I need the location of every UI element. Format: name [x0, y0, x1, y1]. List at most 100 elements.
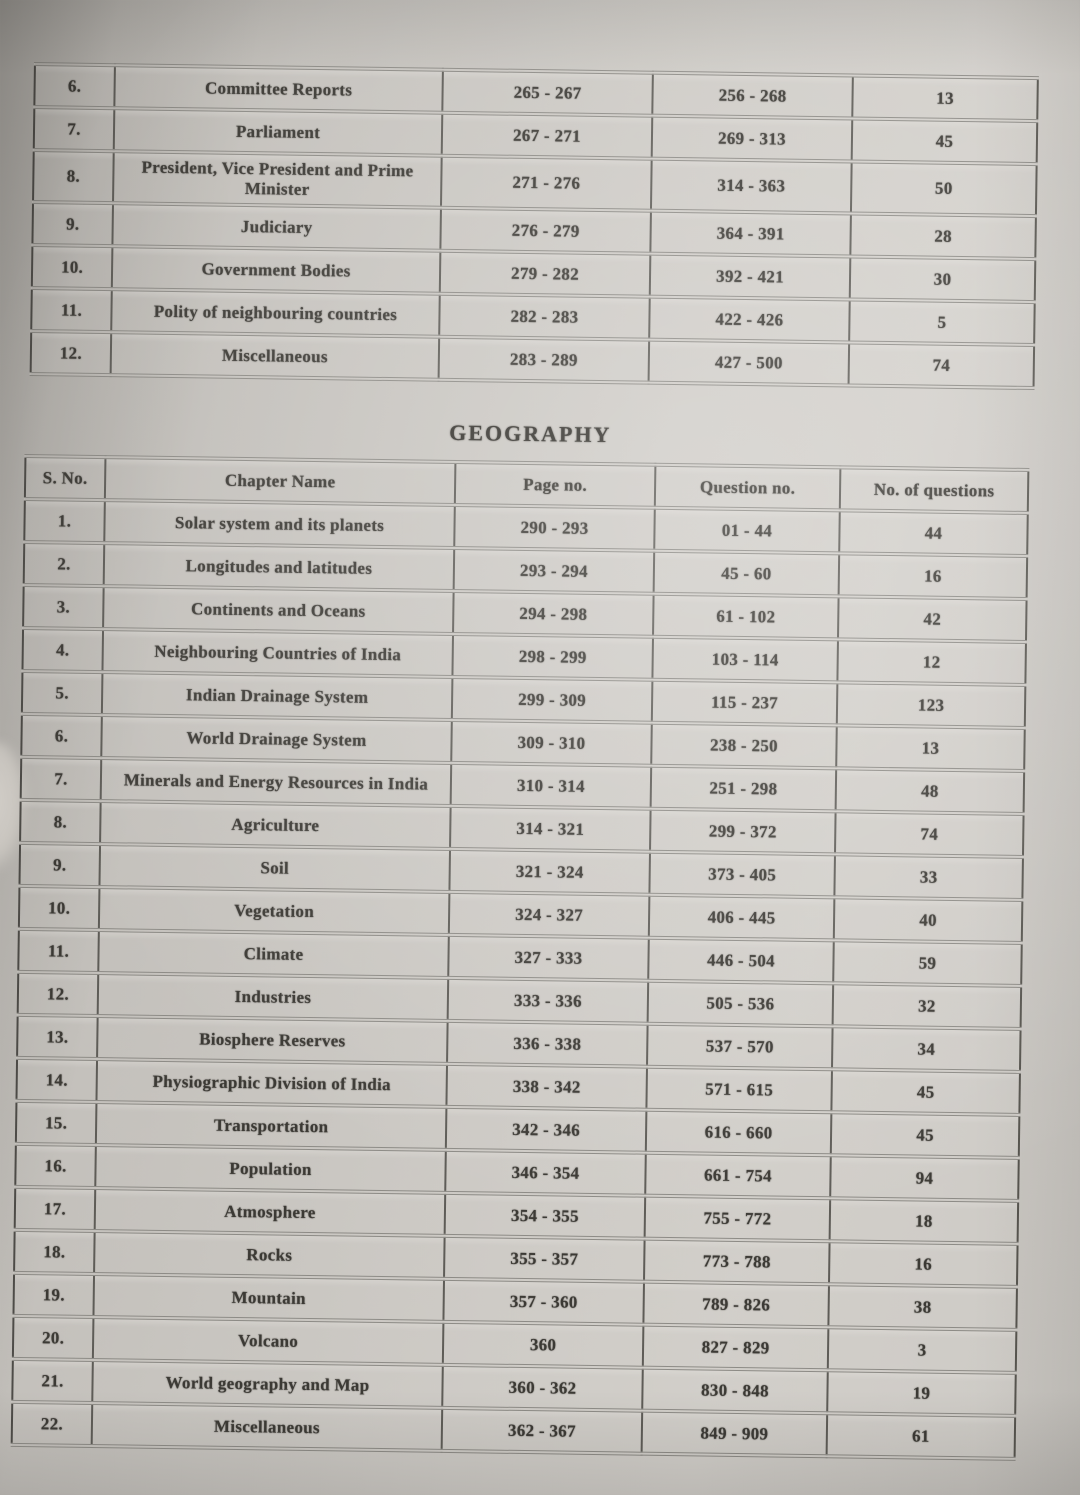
cell-chapter-name: Committee Reports: [114, 65, 443, 113]
cell-question-count: 61: [826, 1413, 1016, 1459]
cell-serial-number: 20.: [12, 1315, 94, 1361]
cell-serial-number: 9.: [19, 842, 101, 888]
cell-question-range: 251 - 298: [650, 765, 837, 812]
polity-contents-table: 6. Committee Reports 265 - 267 256 - 268…: [29, 62, 1039, 391]
cell-question-count: 74: [848, 342, 1035, 389]
cell-serial-number: 10.: [31, 245, 113, 290]
cell-question-count: 45: [831, 1069, 1020, 1115]
cell-serial-number: 19.: [13, 1272, 95, 1318]
cell-question-count: 45: [830, 1112, 1020, 1158]
cell-serial-number: 3.: [23, 584, 104, 630]
cell-serial-number: 16.: [15, 1143, 96, 1189]
cell-serial-number: 22.: [11, 1401, 93, 1446]
cell-question-range: 373 - 405: [649, 851, 835, 898]
cell-question-range: 269 - 313: [651, 115, 853, 162]
cell-page-range: 321 - 324: [449, 848, 651, 895]
cell-question-count: 28: [850, 213, 1036, 260]
cell-page-range: 283 - 289: [438, 336, 650, 383]
cell-chapter-name: Rocks: [94, 1231, 445, 1279]
cell-question-count: 42: [837, 596, 1027, 642]
cell-serial-number: 21.: [12, 1358, 93, 1404]
cell-chapter-name: Agriculture: [100, 801, 451, 849]
cell-chapter-name: Government Bodies: [111, 246, 441, 294]
cell-page-range: 354 - 355: [444, 1192, 646, 1239]
cell-chapter-name: Minerals and Energy Resources in India: [100, 758, 452, 806]
cell-page-range: 327 - 333: [448, 934, 649, 981]
cell-question-count: 33: [834, 854, 1023, 900]
column-header-question-no: Question no.: [654, 464, 841, 511]
cell-page-range: 342 - 346: [445, 1106, 647, 1153]
cell-chapter-name: President, Vice President and Prime Mini…: [113, 151, 442, 208]
cell-page-range: 324 - 327: [448, 891, 650, 938]
polity-table-body: 6. Committee Reports 265 - 267 256 - 268…: [30, 64, 1038, 389]
cell-serial-number: 6.: [34, 64, 115, 109]
cell-serial-number: 6.: [21, 713, 102, 759]
cell-question-count: 94: [830, 1155, 1019, 1201]
column-header-question-count: No. of questions: [839, 467, 1029, 513]
geography-table-body: 1. Solar system and its planets 290 - 29…: [11, 498, 1028, 1459]
cell-question-range: 01 - 44: [654, 507, 840, 554]
cell-page-range: 309 - 310: [451, 719, 652, 766]
cell-page-range: 357 - 360: [443, 1278, 645, 1325]
cell-question-range: 849 - 909: [641, 1410, 828, 1457]
cell-question-range: 422 - 426: [649, 296, 850, 343]
cell-question-range: 773 - 788: [644, 1238, 830, 1285]
cell-page-range: 338 - 342: [446, 1063, 648, 1110]
cell-page-range: 282 - 283: [439, 293, 650, 340]
cell-question-range: 238 - 250: [651, 722, 837, 769]
cell-chapter-name: Solar system and its planets: [104, 500, 455, 548]
cell-page-range: 299 - 309: [451, 676, 653, 723]
cell-serial-number: 4.: [22, 627, 104, 673]
cell-question-count: 13: [836, 725, 1025, 771]
cell-serial-number: 14.: [16, 1057, 98, 1103]
cell-chapter-name: Physiographic Division of India: [96, 1059, 448, 1107]
cell-chapter-name: Longitudes and latitudes: [103, 543, 455, 591]
cell-chapter-name: Indian Drainage System: [101, 672, 453, 720]
cell-serial-number: 17.: [14, 1186, 96, 1232]
cell-chapter-name: Climate: [98, 930, 449, 978]
cell-question-count: 74: [834, 811, 1024, 857]
cell-question-count: 12: [837, 639, 1026, 685]
cell-question-count: 40: [833, 897, 1023, 943]
column-header-serial-number: S. No.: [24, 455, 106, 501]
cell-question-range: 571 - 615: [646, 1066, 832, 1113]
cell-page-range: 333 - 336: [447, 977, 649, 1024]
cell-question-range: 427 - 500: [648, 339, 850, 386]
cell-serial-number: 15.: [15, 1100, 97, 1146]
cell-chapter-name: Vegetation: [98, 887, 450, 935]
cell-chapter-name: Continents and Oceans: [103, 586, 454, 634]
cell-serial-number: 8.: [33, 150, 114, 204]
column-header-chapter-name: Chapter Name: [104, 457, 456, 505]
cell-question-range: 446 - 504: [648, 937, 834, 984]
cell-page-range: 279 - 282: [439, 250, 651, 297]
cell-chapter-name: World geography and Map: [92, 1360, 443, 1408]
cell-question-range: 299 - 372: [650, 808, 836, 855]
cell-serial-number: 7.: [33, 107, 115, 152]
cell-chapter-name: Industries: [97, 973, 449, 1021]
cell-question-count: 18: [829, 1198, 1019, 1244]
cell-chapter-name: Atmosphere: [94, 1188, 446, 1236]
cell-page-range: 293 - 294: [453, 547, 655, 594]
cell-question-range: 364 - 391: [650, 210, 851, 257]
cell-chapter-name: Transportation: [95, 1102, 447, 1150]
cell-question-count: 123: [836, 682, 1026, 728]
cell-page-range: 276 - 279: [440, 207, 651, 254]
cell-question-range: 314 - 363: [650, 158, 852, 214]
cell-question-count: 30: [849, 256, 1036, 303]
cell-question-range: 406 - 445: [648, 894, 835, 941]
cell-page-range: 336 - 338: [447, 1020, 648, 1067]
book-page: 6. Committee Reports 265 - 267 256 - 268…: [10, 62, 1039, 1461]
cell-chapter-name: World Drainage System: [101, 715, 452, 763]
cell-question-count: 50: [850, 161, 1037, 217]
cell-page-range: 355 - 357: [444, 1235, 645, 1282]
cell-serial-number: 9.: [32, 202, 114, 247]
cell-serial-number: 5.: [21, 670, 103, 716]
cell-page-range: 294 - 298: [453, 590, 654, 637]
cell-serial-number: 1.: [24, 498, 105, 544]
cell-serial-number: 13.: [17, 1014, 98, 1060]
cell-question-count: 45: [851, 118, 1038, 165]
cell-page-range: 362 - 367: [441, 1407, 643, 1454]
cell-chapter-name: Mountain: [93, 1274, 445, 1322]
cell-page-range: 298 - 299: [452, 633, 654, 680]
column-header-page-no: Page no.: [454, 461, 656, 508]
